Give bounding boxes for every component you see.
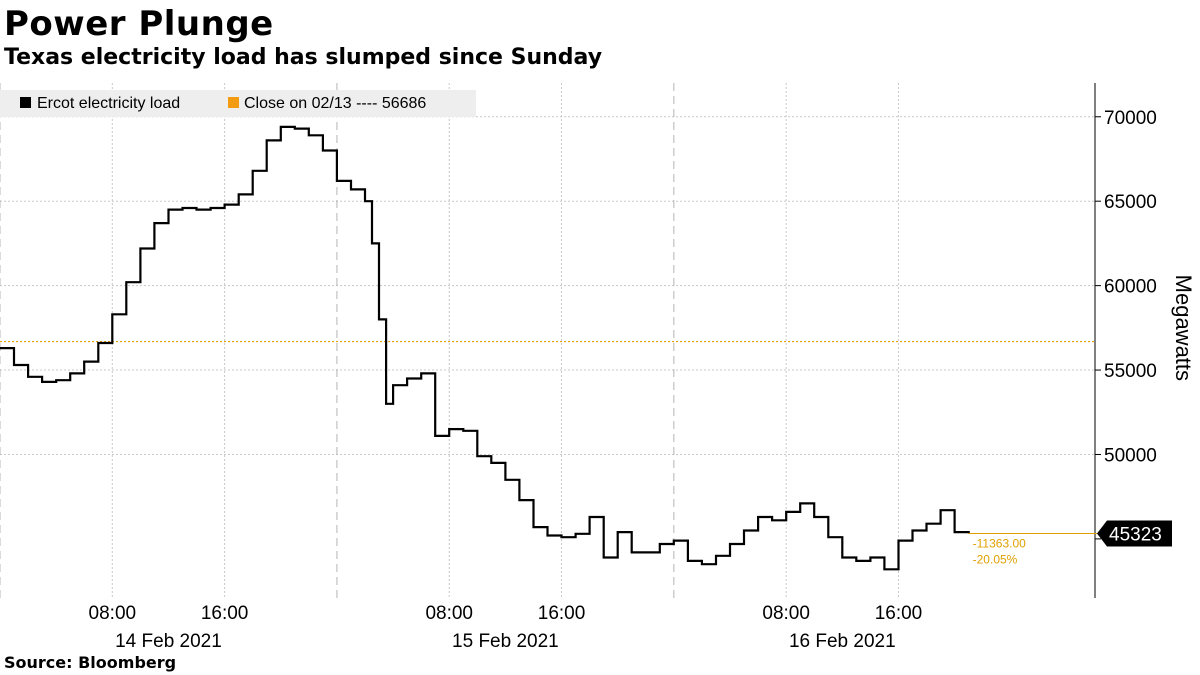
source-note: Source: Bloomberg [4,653,177,672]
change-pct-label: -20.05% [973,552,1018,566]
chart-subtitle: Texas electricity load has slumped since… [4,45,603,70]
legend-label-close: Close on 02/13 ---- 56686 [244,95,426,112]
x-tick-label: 16:00 [538,603,586,624]
gridlines [0,83,1095,598]
y-tick-label: 55000 [1104,361,1157,382]
x-tick-label: 08:00 [89,603,137,624]
series-line-ercot [0,125,970,571]
series-layer [0,125,970,571]
y-tick-label: 65000 [1104,192,1157,213]
line-chart: 50000 55000 60000 65000 70000 08:00 16:00 08:00… [0,83,1196,652]
x-day-label: 15 Feb 2021 [452,631,559,652]
y-tick-label: 60000 [1104,277,1157,298]
last-value-label: 45323 [1109,524,1162,545]
x-tick-label: 08:00 [425,603,473,624]
x-day-label: 16 Feb 2021 [789,631,896,652]
x-tick-label: 16:00 [875,603,923,624]
axes: 50000 55000 60000 65000 70000 08:00 16:00 08:00… [89,83,1157,652]
y-tick-label: 50000 [1104,445,1157,466]
change-abs-label: -11363.00 [973,536,1026,550]
legend: Ercot electricity load Close on 02/13 --… [0,90,476,117]
legend-marker-close [228,97,239,108]
x-tick-label: 08:00 [762,603,810,624]
x-day-label: 14 Feb 2021 [115,631,222,652]
legend-marker-ercot [20,97,31,108]
x-tick-label: 16:00 [201,603,249,624]
y-axis-label: Megawatts [1171,275,1196,381]
chart-title: Power Plunge [4,4,274,44]
y-tick-label: 70000 [1104,108,1157,129]
legend-label-ercot: Ercot electricity load [37,95,180,112]
last-value-annotation: -11363.00 -20.05% 45323 [968,520,1172,566]
last-value-tag [1097,520,1172,547]
